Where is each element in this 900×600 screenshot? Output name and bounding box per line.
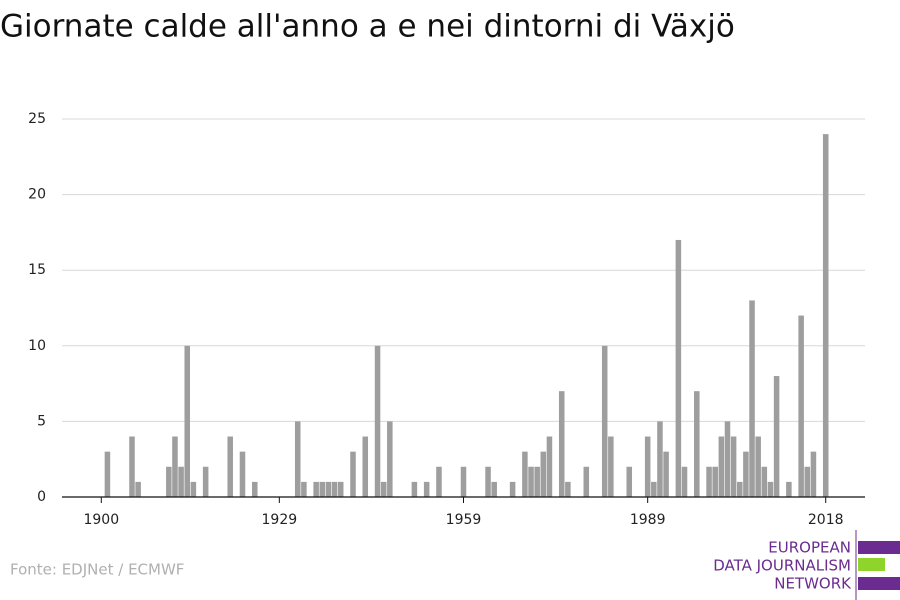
bar [411, 481, 418, 497]
bar [761, 466, 768, 497]
bar [509, 481, 516, 497]
bar [313, 481, 319, 497]
bar [337, 481, 344, 497]
x-tick-label: 1929 [262, 512, 298, 528]
bar [362, 436, 369, 497]
bar [546, 436, 553, 497]
bar [528, 466, 534, 497]
bar [423, 481, 430, 497]
x-tick-label: 1900 [83, 512, 119, 528]
logo: EUROPEAN DATA JOURNALISM NETWORK [713, 530, 900, 600]
bar [706, 466, 712, 497]
bar [239, 451, 246, 497]
x-tick-label: 1989 [630, 512, 666, 528]
bar [749, 300, 755, 497]
bar [178, 466, 184, 497]
logo-bar [858, 541, 900, 554]
bar [565, 481, 571, 497]
bar [252, 481, 258, 497]
bar [743, 451, 749, 497]
bar [736, 481, 743, 497]
bar [773, 376, 780, 497]
bar [460, 466, 467, 497]
bar [387, 421, 393, 497]
bar [694, 391, 700, 497]
bar [712, 466, 718, 497]
y-tick-label: 20 [28, 187, 46, 203]
chart-title: Giornate calde all'anno a e nei dintorni… [0, 9, 735, 45]
y-tick-label: 5 [37, 413, 46, 429]
bar [104, 451, 111, 497]
logo-text: DATA JOURNALISM [713, 557, 851, 575]
bar [350, 451, 356, 497]
bar [331, 481, 338, 497]
bar [651, 481, 657, 497]
bar [485, 466, 491, 497]
bar [601, 345, 608, 497]
logo-text: EUROPEAN [768, 539, 851, 557]
bar [129, 436, 135, 497]
bar [166, 466, 172, 497]
bar [558, 391, 565, 497]
bar [675, 239, 682, 497]
bar [798, 315, 804, 497]
bar [681, 466, 688, 497]
bar [657, 421, 663, 497]
logo-text: NETWORK [774, 575, 852, 593]
bar [172, 436, 178, 497]
bar [810, 451, 817, 497]
bar [534, 466, 540, 497]
bar [804, 466, 811, 497]
bar [767, 481, 774, 497]
bar [380, 481, 387, 497]
bar [227, 436, 233, 497]
bar [184, 345, 191, 497]
bar [583, 466, 590, 497]
y-tick-label: 25 [28, 111, 46, 127]
bar [822, 134, 829, 497]
bar [135, 481, 141, 497]
bar [374, 345, 381, 497]
bar [718, 436, 725, 497]
bar [491, 481, 497, 497]
logo-bar [858, 577, 900, 590]
y-tick-label: 15 [28, 262, 46, 278]
bar [294, 421, 301, 497]
logo-bar [858, 558, 885, 571]
bar [319, 481, 326, 497]
x-tick-label: 1959 [446, 512, 482, 528]
bar [626, 466, 633, 497]
bar [202, 466, 209, 497]
bar [608, 436, 614, 497]
bar [724, 421, 731, 497]
bar [190, 481, 197, 497]
y-tick-label: 10 [28, 338, 46, 354]
bar [663, 451, 669, 497]
bar [522, 451, 528, 497]
x-tick-label: 2018 [808, 512, 844, 528]
bar [325, 481, 332, 497]
bar [301, 481, 307, 497]
bar [540, 451, 547, 497]
bar [644, 436, 651, 497]
bar [436, 466, 442, 497]
bar [755, 436, 761, 497]
bar [730, 436, 737, 497]
bar [786, 481, 792, 497]
source: Fonte: EDJNet / ECMWF [10, 561, 184, 579]
y-tick-label: 0 [37, 489, 46, 505]
